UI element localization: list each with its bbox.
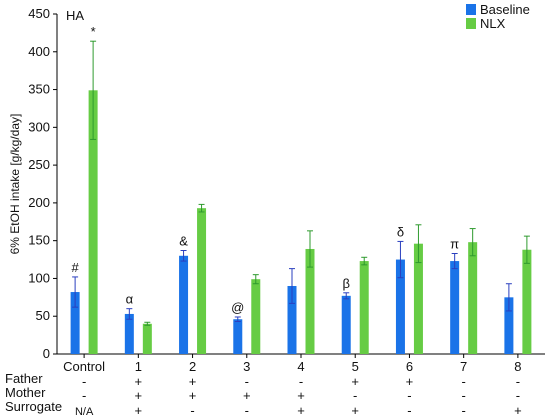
- bar-nlx-2: [197, 208, 207, 354]
- factor-cell: -: [461, 403, 465, 418]
- significance-mark: @: [231, 300, 244, 315]
- bar-baseline-6: [395, 259, 405, 354]
- factor-cell: -: [461, 374, 465, 389]
- factor-cell: -: [407, 388, 411, 403]
- bar-nlx-1: [142, 323, 152, 354]
- factor-cell: +: [514, 403, 522, 418]
- y-tick-label: 100: [28, 270, 50, 285]
- factor-row-label: Mother: [5, 385, 46, 400]
- x-tick-label: 1: [135, 359, 142, 374]
- significance-mark: π: [450, 237, 459, 252]
- factor-cell: -: [516, 374, 520, 389]
- factor-row-label: Father: [5, 371, 43, 386]
- significance-mark: α: [126, 292, 134, 307]
- legend: Baseline NLX: [466, 2, 530, 31]
- bar-nlx-6: [413, 243, 423, 354]
- legend-swatch-baseline: [466, 4, 476, 15]
- factor-row-label: Surrogate: [5, 399, 62, 414]
- factor-cell: +: [189, 374, 197, 389]
- x-tick-label: 8: [514, 359, 521, 374]
- y-tick-label: 450: [28, 6, 50, 21]
- factor-cell: -: [190, 403, 194, 418]
- factor-cell: +: [297, 388, 305, 403]
- significance-mark: &: [179, 233, 188, 248]
- significance-mark: #: [71, 260, 79, 275]
- bar-baseline-7: [450, 261, 460, 354]
- x-tick-label: 7: [460, 359, 467, 374]
- factor-cell: +: [135, 374, 143, 389]
- bar-baseline-4: [287, 286, 297, 354]
- factor-cell: -: [516, 388, 520, 403]
- significance-mark: *: [91, 24, 96, 39]
- factor-cell: +: [135, 388, 143, 403]
- y-tick-label: 300: [28, 119, 50, 134]
- factor-cell: +: [351, 403, 359, 418]
- factor-cell: +: [189, 388, 197, 403]
- annotations: # * α & @ β δ π: [71, 24, 459, 315]
- error-bars: [72, 40, 530, 326]
- legend-label-baseline: Baseline: [480, 2, 530, 17]
- bar-baseline-2: [179, 255, 189, 354]
- bar-baseline-5: [341, 295, 351, 354]
- bar-baseline-3: [233, 319, 243, 354]
- bar-nlx-0: [88, 90, 98, 355]
- factor-cell: +: [135, 403, 143, 418]
- x-tick-label: 6: [406, 359, 413, 374]
- factor-cell: -: [461, 388, 465, 403]
- x-tick-label: 2: [189, 359, 196, 374]
- legend-label-nlx: NLX: [480, 16, 506, 31]
- factor-cell: +: [351, 374, 359, 389]
- factor-cell: +: [406, 374, 414, 389]
- significance-mark: β: [342, 276, 349, 291]
- factor-cell: +: [297, 403, 305, 418]
- factor-cell: +: [243, 388, 251, 403]
- y-tick-label: 0: [43, 346, 50, 361]
- factor-cell: -: [82, 374, 86, 389]
- x-tick-label: 4: [297, 359, 304, 374]
- factor-cell: -: [82, 388, 86, 403]
- factor-table: Father - + + - - + + - -Mother - + + + + - - - -Surrogate N…: [5, 371, 522, 418]
- factor-cell: N/A: [75, 406, 94, 418]
- factor-cell: -: [299, 374, 303, 389]
- y-tick-label: 350: [28, 82, 50, 97]
- bar-nlx-4: [305, 248, 315, 354]
- factor-cell: -: [353, 388, 357, 403]
- y-tick-label: 250: [28, 157, 50, 172]
- y-axis-label: 6% EtOH intake [g/kg/day]: [8, 114, 22, 255]
- x-tick-label: 5: [352, 359, 359, 374]
- bar-baseline-8: [504, 297, 514, 354]
- bars: [70, 90, 532, 355]
- significance-mark: δ: [397, 224, 404, 239]
- x-ticks: Control 1 2 3 4 5 6 7 8: [63, 354, 522, 374]
- bar-baseline-1: [124, 313, 134, 354]
- y-tick-label: 200: [28, 195, 50, 210]
- y-tick-label: 150: [28, 233, 50, 248]
- x-tick-label: 3: [243, 359, 250, 374]
- bar-nlx-5: [359, 261, 369, 354]
- factor-cell: -: [245, 403, 249, 418]
- x-tick-label: Control: [63, 359, 105, 374]
- chart-title: HA: [66, 8, 84, 23]
- bar-nlx-7: [468, 242, 478, 354]
- legend-swatch-nlx: [466, 18, 476, 29]
- y-tick-label: 50: [36, 308, 50, 323]
- bar-baseline-0: [70, 292, 80, 354]
- y-tick-label: 400: [28, 44, 50, 59]
- bar-nlx-3: [251, 279, 261, 354]
- y-ticks: 0 50 100 150 200 250 300 350 400 450: [28, 6, 57, 361]
- bar-nlx-8: [522, 249, 532, 354]
- factor-cell: -: [245, 374, 249, 389]
- factor-cell: -: [407, 403, 411, 418]
